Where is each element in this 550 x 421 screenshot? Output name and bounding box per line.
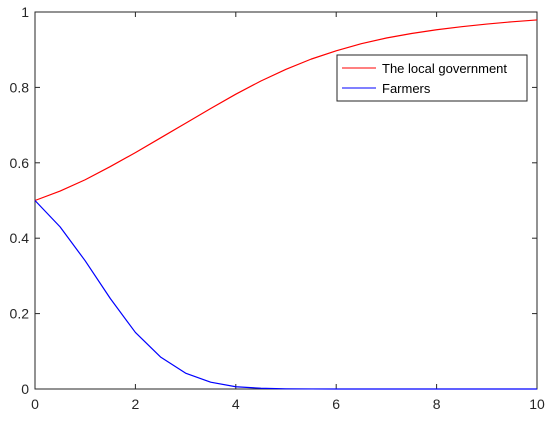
series-line-farmers [34, 200, 537, 390]
y-axis-ticks: 0 0.2 0.4 0.6 0.8 1 [10, 4, 537, 397]
x-tick-label: 10 [529, 396, 545, 412]
x-axis-ticks: 0 2 4 6 8 10 [31, 12, 545, 412]
series-lines [34, 19, 538, 390]
series-line-local-government [34, 19, 538, 202]
y-tick-label: 0 [21, 381, 29, 397]
x-tick-label: 0 [31, 396, 39, 412]
x-tick-label: 6 [332, 396, 340, 412]
y-tick-label: 0.8 [10, 79, 30, 95]
y-tick-label: 0.6 [10, 155, 30, 171]
legend-label-farmers: Farmers [382, 81, 431, 96]
x-tick-label: 4 [232, 396, 240, 412]
legend-box [336, 54, 528, 102]
y-tick-label: 1 [21, 4, 29, 20]
legend-label-local-government: The local government [382, 61, 507, 76]
y-tick-label: 0.4 [10, 230, 30, 246]
x-tick-label: 2 [132, 396, 140, 412]
x-tick-label: 8 [433, 396, 441, 412]
y-tick-label: 0.2 [10, 306, 30, 322]
legend: The local government Farmers [336, 54, 528, 102]
